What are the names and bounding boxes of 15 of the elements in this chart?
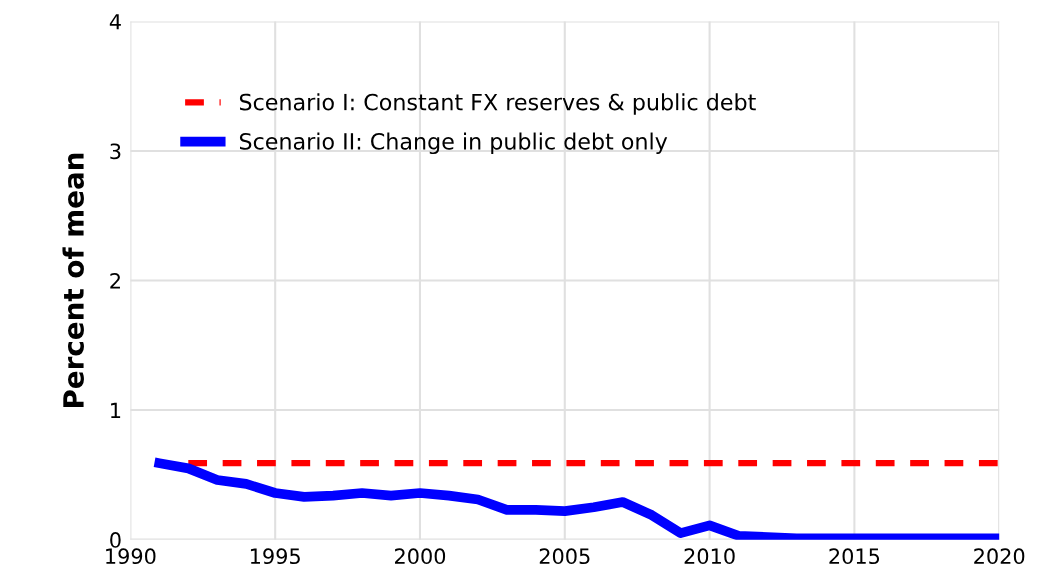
x-tick-label: 2015	[829, 548, 880, 565]
legend-label: Scenario I: Constant FX reserves & public debt	[239, 93, 756, 115]
x-tick-label: 2000	[395, 548, 446, 565]
y-tick-label: 2	[110, 272, 120, 289]
y-tick-label: 1	[111, 402, 121, 418]
x-tick-label: 2010	[684, 548, 735, 565]
y-axis-title: Percent of mean	[62, 153, 84, 408]
legend-label: Scenario II: Change in public debt only	[239, 132, 668, 155]
y-tick-label: 4	[109, 14, 121, 30]
x-tick-label: 2005	[539, 548, 590, 565]
y-tick-label: 0	[110, 532, 121, 548]
y-tick-label: 3	[110, 143, 121, 160]
x-tick-label: 2020	[974, 548, 1025, 565]
x-tick-label: 1995	[250, 548, 300, 565]
x-tick-label: 1990	[106, 548, 156, 565]
